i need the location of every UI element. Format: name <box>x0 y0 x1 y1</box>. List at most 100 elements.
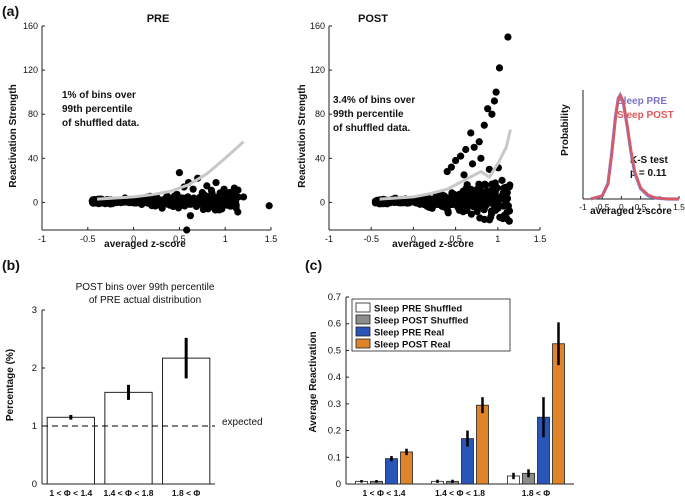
scatter-point <box>484 105 492 113</box>
scatter-point <box>457 152 465 160</box>
scatter-point <box>154 196 162 204</box>
barc-y-tick-label: 0.6 <box>328 319 341 330</box>
barb-y-tick-label: 1 <box>32 421 37 432</box>
barc-y-tick-label: 0 <box>336 479 341 490</box>
kde-legend-post: Sleep POST <box>617 110 674 121</box>
kde-x-tick-label: -0.5 <box>595 202 610 212</box>
barc-y-tick-label: 0.4 <box>328 372 341 383</box>
x-tick-label: -1 <box>325 234 333 244</box>
barc-legend-label: Sleep PRE Shuffled <box>374 304 462 315</box>
barb-category-label: 1.8 < Φ <box>172 488 201 498</box>
scatter-point <box>186 212 194 220</box>
kde-x-tick-label: 0 <box>619 202 624 212</box>
kde-x-tick-label: -1 <box>579 202 587 212</box>
barb-y-tick-label: 2 <box>32 363 37 374</box>
scatter-point <box>230 184 238 192</box>
scatter-point <box>505 207 514 215</box>
scatter-point <box>204 205 212 213</box>
scatter-point <box>228 194 236 202</box>
barc-bar <box>476 404 489 485</box>
y-tick-label: 40 <box>28 153 38 163</box>
kde-x-tick-label: 1.5 <box>673 202 685 212</box>
pre-ylabel: Reactivation Strength <box>8 84 19 187</box>
scatter-point <box>491 192 499 200</box>
scatter-point <box>477 154 485 162</box>
y-tick-label: 0 <box>33 197 38 207</box>
pre-annotation-line-1: 1% of bins over <box>62 90 136 101</box>
barc-legend-swatch <box>355 314 371 325</box>
x-tick-label: 0 <box>411 234 416 244</box>
scatter-point <box>203 182 211 190</box>
barc-y-tick-label: 0.7 <box>328 292 341 303</box>
post-ylabel: Reactivation Strength <box>297 84 308 187</box>
scatter-point <box>265 202 273 210</box>
scatter-point <box>170 196 178 204</box>
barb-ylabel: Percentage (%) <box>5 349 16 421</box>
post-title: POST <box>358 13 388 25</box>
x-tick-label: -0.5 <box>80 234 96 244</box>
scatter-point <box>198 188 206 197</box>
post-annotation-line-1: 3.4% of bins over <box>333 95 415 106</box>
bar-chart-c: Average Reactivation 0 0.1 0.2 0.3 0.4 0.5 0.6… <box>308 292 574 498</box>
scatter-point <box>180 198 188 206</box>
scatter-point <box>444 209 452 217</box>
scatter-point <box>433 192 441 201</box>
barb-bar <box>104 391 153 485</box>
barb-expected-label: expected <box>222 417 263 428</box>
scatter-point <box>446 198 454 206</box>
barc-ylabel: Average Reactivation <box>308 331 319 432</box>
panel-label-b: (b) <box>2 257 20 273</box>
scatter-point <box>464 197 473 205</box>
bar-chart-b: POST bins over 99th percentile of PRE ac… <box>5 282 263 498</box>
pre-annotation-line-2: 99th percentile <box>62 104 133 115</box>
scatter-point <box>487 213 495 221</box>
x-tick-label: 1 <box>495 234 500 244</box>
kde-legend-pre: Sleep PRE <box>617 96 667 107</box>
y-tick-label: 80 <box>315 109 325 119</box>
barb-category-label: 1 < Φ < 1.4 <box>49 488 92 498</box>
scatter-point <box>424 199 432 207</box>
barc-y-tick-label: 0.5 <box>328 345 341 356</box>
barb-category-label: 1.4 < Φ < 1.8 <box>104 488 154 498</box>
scatter-point <box>460 171 468 179</box>
panel-label-a: (a) <box>2 3 19 19</box>
x-tick-label: 0.5 <box>449 234 462 244</box>
kde-inset-chart: Probability averaged z-score Sleep PRE S… <box>560 90 685 217</box>
kde-stat-line-2: p = 0.11 <box>630 168 667 179</box>
y-tick-label: 0 <box>320 197 325 207</box>
kde-ylabel: Probability <box>560 104 571 156</box>
scatter-point <box>480 192 488 200</box>
scatter-point <box>490 97 499 105</box>
barc-legend-swatch <box>355 326 371 337</box>
scatter-point <box>189 185 197 193</box>
barc-bar <box>400 451 413 485</box>
scatter-point <box>462 185 470 193</box>
scatter-point <box>502 185 510 193</box>
scatter-point <box>437 201 445 209</box>
y-tick-label: 160 <box>310 21 325 31</box>
post-annotation-line-3: of shuffled data. <box>333 123 410 134</box>
y-tick-label: 40 <box>315 153 325 163</box>
x-tick-label: 1.5 <box>534 234 547 244</box>
scatter-point <box>221 191 229 199</box>
scatter-point <box>459 200 467 208</box>
y-tick-label: 120 <box>310 65 325 75</box>
barb-y-tick-label: 0 <box>32 479 37 490</box>
scatter-point <box>468 160 477 168</box>
x-tick-label: 1.5 <box>265 234 278 244</box>
scatter-point <box>141 196 149 204</box>
pre-title: PRE <box>147 13 170 25</box>
kde-x-tick-label: 1 <box>657 202 662 212</box>
scatter-point <box>498 176 506 184</box>
scatter-point <box>481 200 489 208</box>
scatter-post-chart: POST Reactivation Strength averaged z-sc… <box>297 13 546 250</box>
x-tick-label: -0.5 <box>363 234 379 244</box>
x-tick-label: 0.5 <box>173 234 186 244</box>
kde-stat-line-1: K-S test <box>630 155 668 166</box>
x-tick-label: -1 <box>38 234 46 244</box>
scatter-point <box>492 88 500 96</box>
pre-annotation-line-3: of shuffled data. <box>62 118 139 129</box>
scatter-point <box>493 199 501 207</box>
y-tick-label: 120 <box>23 65 38 75</box>
